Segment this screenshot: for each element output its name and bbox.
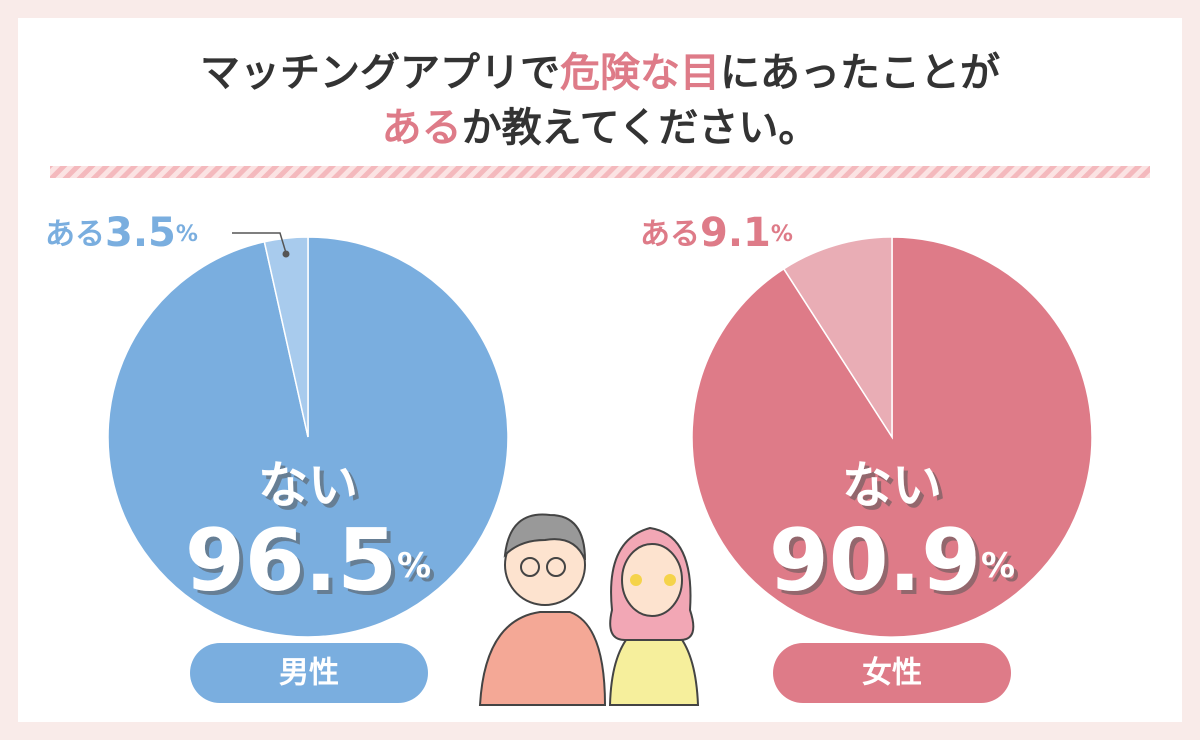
- title-part: にあったことが: [720, 50, 1000, 96]
- unit: %: [981, 546, 1015, 586]
- leader-line: [232, 232, 287, 254]
- unit: %: [176, 222, 198, 247]
- slice-category: ない: [258, 457, 358, 515]
- title-part: ある: [382, 105, 462, 151]
- slice-category: ない: [842, 457, 942, 515]
- group-pill: [190, 643, 428, 703]
- slice-value: 96.5%: [185, 511, 431, 611]
- title-part: マッチングアプリで: [200, 50, 560, 96]
- title-part: か教えてください。: [462, 105, 819, 151]
- slice-label: ある3.5%: [45, 210, 198, 256]
- unit: %: [397, 546, 431, 586]
- unit: %: [771, 222, 793, 247]
- value: 90.9: [769, 511, 981, 611]
- title: あるか教えてください。: [382, 105, 819, 151]
- title: マッチングアプリで危険な目にあったことが: [200, 50, 1000, 96]
- slice-value: 90.9%: [769, 511, 1015, 611]
- title-part: 危険な目: [560, 50, 720, 96]
- category: ある: [45, 217, 105, 252]
- divider: [50, 166, 1150, 178]
- illustration: [478, 513, 700, 706]
- category: ある: [640, 217, 700, 252]
- leader-dot: [282, 250, 290, 258]
- value: 9.1: [700, 210, 771, 256]
- group-pill: [773, 643, 1011, 703]
- pie-slice: [782, 236, 893, 440]
- group-label: 男性: [279, 656, 339, 691]
- pie-slice: [263, 236, 309, 438]
- value: 96.5: [185, 511, 397, 611]
- group-label: 女性: [862, 656, 922, 691]
- slice-label: ある9.1%: [640, 210, 793, 256]
- value: 3.5: [105, 210, 176, 256]
